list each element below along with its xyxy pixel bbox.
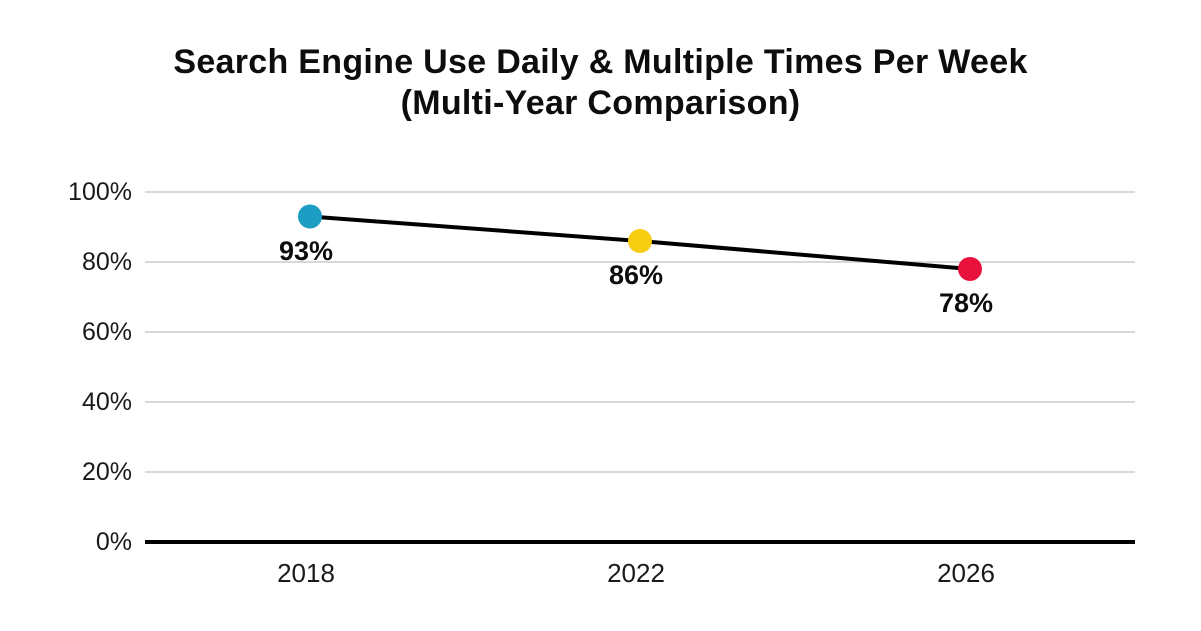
data-point-2026 [958, 257, 982, 281]
x-tick-label-2026: 2026 [937, 558, 995, 588]
gridline-80% [145, 261, 1135, 263]
y-tick-label-40%: 40% [81, 388, 132, 416]
gridline-20% [145, 471, 1135, 473]
data-label-2018: 93% [278, 235, 334, 266]
chart-title-subtitle: (Multi-Year Comparison) [400, 84, 801, 122]
data-label-2022: 86% [608, 260, 664, 290]
x-tick-label-2022: 2022 [607, 558, 665, 588]
chart-title-line1: Search Engine Use Daily & Multiple Times… [173, 43, 1028, 81]
x-axis-line [145, 540, 1135, 544]
y-tick-label-100%: 100% [68, 178, 132, 206]
gridline-40% [145, 401, 1135, 403]
y-tick-label-0%: 0% [95, 528, 132, 556]
x-tick-label-2018: 2018 [277, 558, 335, 588]
data-label-2026: 78% [938, 288, 994, 318]
gridline-100% [145, 191, 1135, 193]
y-tick-label-60%: 60% [81, 318, 132, 346]
data-point-2018 [298, 204, 322, 229]
plot-area: 93% 86% 78% [145, 191, 1135, 544]
series-layer [298, 204, 982, 281]
gridline-60% [145, 331, 1135, 333]
y-tick-label-80%: 80% [81, 248, 132, 276]
y-tick-label-20%: 20% [81, 458, 132, 486]
chart-title: Search Engine Use Daily & Multiple Times… [0, 42, 1201, 124]
data-point-2022 [628, 229, 652, 253]
